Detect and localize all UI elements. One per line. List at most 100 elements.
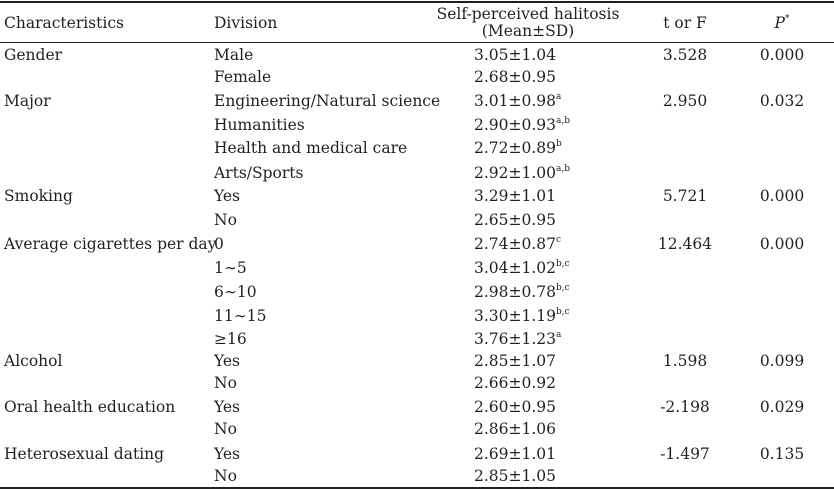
division-cell: Health and medical care xyxy=(214,139,408,157)
division-cell: Yes xyxy=(214,187,241,205)
header-characteristics: Characteristics xyxy=(4,14,124,32)
mean-sd-value: 2.74±0.87 xyxy=(474,235,557,253)
mean-sd-value: 3.01±0.98 xyxy=(474,92,557,110)
division-cell: Male xyxy=(214,46,254,64)
division-cell: Arts/Sports xyxy=(214,164,304,182)
mean-sd-value: 2.72±0.89 xyxy=(474,139,557,157)
significance-superscript: a,b xyxy=(556,164,571,174)
significance-superscript: a,b xyxy=(556,116,571,126)
significance-superscript: c xyxy=(556,235,562,245)
division-cell: 6∼10 xyxy=(214,283,257,301)
mean-sd-value: 3.76±1.23 xyxy=(474,330,557,348)
mean-cell: 2.90±0.93a,b xyxy=(474,116,570,134)
p-value-cell: 0.099 xyxy=(759,352,805,370)
mean-sd-value: 3.05±1.04 xyxy=(474,46,557,64)
division-cell: Yes xyxy=(214,352,241,370)
p-value-cell: 0.032 xyxy=(759,92,805,110)
mean-cell: 2.74±0.87c xyxy=(474,235,561,253)
mean-cell: 2.60±0.95 xyxy=(474,398,556,416)
mean-cell: 2.92±1.00a,b xyxy=(474,164,570,182)
t-or-f-cell: 12.464 xyxy=(657,235,713,253)
mean-cell: 2.69±1.01 xyxy=(474,445,556,463)
mean-cell: 2.68±0.95 xyxy=(474,68,556,86)
division-cell: Yes xyxy=(214,398,241,416)
significance-superscript: b,c xyxy=(556,259,570,269)
t-or-f-cell: -1.497 xyxy=(660,445,710,463)
t-or-f-cell: 3.528 xyxy=(662,46,708,64)
division-cell: Engineering/Natural science xyxy=(214,92,441,110)
mean-sd-value: 2.98±0.78 xyxy=(474,283,557,301)
division-cell: 1∼5 xyxy=(214,259,247,277)
significance-superscript: b,c xyxy=(556,283,570,293)
mean-cell: 2.85±1.05 xyxy=(474,467,556,485)
mean-cell: 2.98±0.78b,c xyxy=(474,283,570,301)
header-rule xyxy=(0,42,834,43)
p-value-cell: 0.029 xyxy=(759,398,805,416)
division-cell: Female xyxy=(214,68,272,86)
mean-cell: 2.86±1.06 xyxy=(474,420,556,438)
mean-sd-value: 2.68±0.95 xyxy=(474,68,557,86)
characteristic-cell: Average cigarettes per day xyxy=(4,235,217,253)
p-value-cell: 0.000 xyxy=(759,187,805,205)
mean-sd-value: 2.66±0.92 xyxy=(474,374,557,392)
header-mean-line1: Self-perceived halitosis xyxy=(436,5,620,23)
significance-superscript: b xyxy=(556,139,562,149)
mean-sd-value: 2.69±1.01 xyxy=(474,445,557,463)
top-rule xyxy=(0,1,834,3)
p-value-cell: 0.000 xyxy=(759,46,805,64)
mean-sd-value: 3.29±1.01 xyxy=(474,187,557,205)
header-division: Division xyxy=(214,14,278,32)
characteristic-cell: Gender xyxy=(4,46,63,64)
p-value-cell: 0.000 xyxy=(759,235,805,253)
mean-sd-value: 2.90±0.93 xyxy=(474,116,557,134)
division-cell: 0 xyxy=(214,235,224,253)
mean-cell: 2.65±0.95 xyxy=(474,211,556,229)
bottom-rule xyxy=(0,487,834,489)
characteristic-cell: Major xyxy=(4,92,51,110)
header-p-value: P* xyxy=(742,14,822,32)
division-cell: Humanities xyxy=(214,116,305,134)
division-cell: ≥16 xyxy=(214,330,247,348)
significance-superscript: b,c xyxy=(556,307,570,317)
significance-superscript: a xyxy=(556,330,562,340)
mean-sd-value: 2.85±1.07 xyxy=(474,352,557,370)
mean-sd-value: 2.92±1.00 xyxy=(474,164,557,182)
mean-cell: 2.85±1.07 xyxy=(474,352,556,370)
division-cell: No xyxy=(214,420,237,438)
mean-cell: 3.05±1.04 xyxy=(474,46,556,64)
mean-sd-value: 2.60±0.95 xyxy=(474,398,557,416)
characteristic-cell: Alcohol xyxy=(4,352,63,370)
characteristic-cell: Heterosexual dating xyxy=(4,445,165,463)
t-or-f-cell: 2.950 xyxy=(662,92,708,110)
header-p-letter: P xyxy=(774,14,785,32)
division-cell: 11∼15 xyxy=(214,307,267,325)
mean-cell: 3.76±1.23a xyxy=(474,330,561,348)
mean-cell: 3.29±1.01 xyxy=(474,187,556,205)
mean-sd-value: 3.04±1.02 xyxy=(474,259,557,277)
mean-cell: 3.04±1.02b,c xyxy=(474,259,570,277)
division-cell: No xyxy=(214,211,237,229)
header-mean-line2: (Mean±SD) xyxy=(481,22,575,40)
division-cell: No xyxy=(214,374,237,392)
t-or-f-cell: -2.198 xyxy=(660,398,710,416)
division-cell: Yes xyxy=(214,445,241,463)
mean-sd-value: 2.86±1.06 xyxy=(474,420,557,438)
mean-cell: 2.66±0.92 xyxy=(474,374,556,392)
mean-sd-value: 3.30±1.19 xyxy=(474,307,557,325)
mean-sd-value: 2.65±0.95 xyxy=(474,211,557,229)
characteristic-cell: Oral health education xyxy=(4,398,176,416)
mean-cell: 3.01±0.98a xyxy=(474,92,561,110)
mean-cell: 2.72±0.89b xyxy=(474,139,562,157)
t-or-f-cell: 1.598 xyxy=(662,352,708,370)
p-value-cell: 0.135 xyxy=(759,445,805,463)
significance-superscript: a xyxy=(556,92,562,102)
mean-cell: 3.30±1.19b,c xyxy=(474,307,570,325)
header-self-perceived-halitosis: Self-perceived halitosis (Mean±SD) xyxy=(430,6,626,40)
header-p-sup: * xyxy=(784,14,790,24)
mean-sd-value: 2.85±1.05 xyxy=(474,467,557,485)
characteristic-cell: Smoking xyxy=(4,187,73,205)
header-t-or-f: t or F xyxy=(663,14,707,32)
t-or-f-cell: 5.721 xyxy=(662,187,708,205)
division-cell: No xyxy=(214,467,237,485)
